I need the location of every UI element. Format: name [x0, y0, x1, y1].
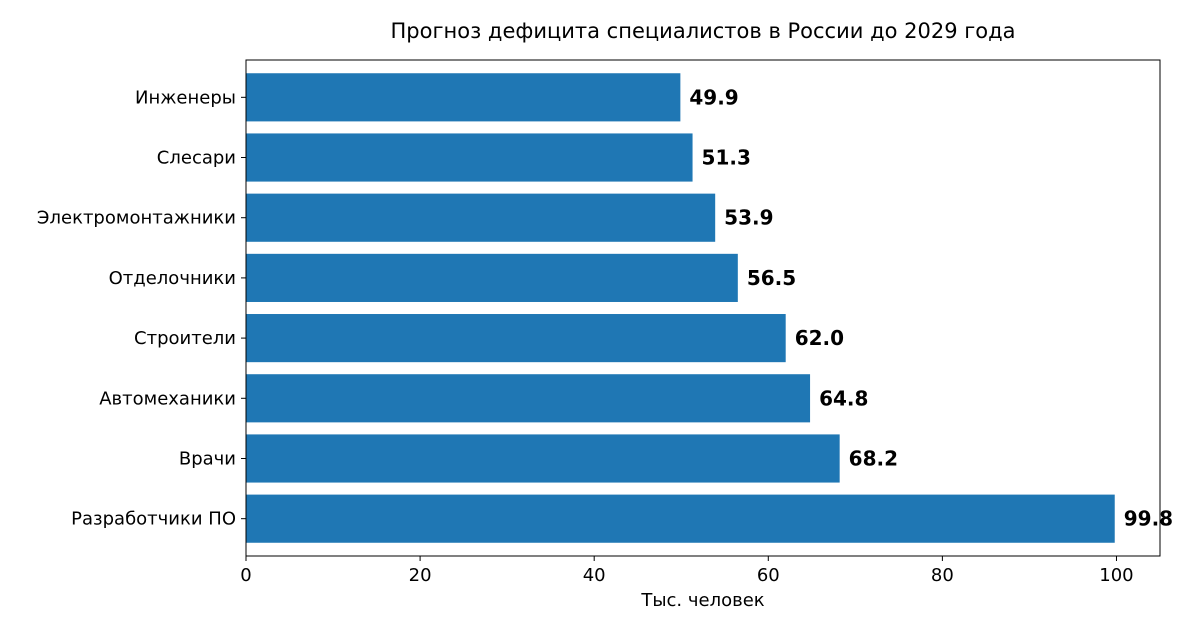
x-axis-label: Тыс. человек [640, 590, 764, 611]
bar-1 [246, 494, 1115, 543]
x-tick-label: 100 [1099, 565, 1133, 586]
y-tick-label: Инженеры [135, 87, 236, 108]
labels-layer: 99.8 68.2 64.8 62.0 56.5 53.9 51.3 49.9 [689, 85, 1173, 530]
y-tick-label: Электромонтажники [37, 208, 236, 229]
data-label: 68.2 [849, 446, 898, 470]
y-tick-label: Врачи [179, 448, 236, 469]
y-tick-label: Слесари [157, 148, 236, 169]
y-tick-label: Разработчики ПО [71, 509, 236, 530]
x-tick-label: 40 [583, 565, 606, 586]
x-tick-label: 80 [931, 565, 954, 586]
data-label: 99.8 [1124, 507, 1173, 531]
data-label: 56.5 [747, 266, 796, 290]
x-tick-label: 0 [240, 565, 251, 586]
bar-3 [246, 374, 811, 423]
bar-4 [246, 314, 786, 363]
bar-8 [246, 73, 681, 122]
chart-title: Прогноз дефицита специалистов в России д… [391, 19, 1016, 43]
bar-2 [246, 434, 840, 483]
data-label: 53.9 [724, 206, 773, 230]
bar-5 [246, 253, 738, 302]
data-label: 64.8 [819, 386, 868, 410]
data-label: 51.3 [702, 146, 751, 170]
data-label: 49.9 [689, 85, 738, 109]
axes-layer: Разработчики ПО Врачи Автомеханики Строител… [37, 59, 1161, 586]
x-tick-label: 60 [757, 565, 780, 586]
y-tick-label: Автомеханики [99, 388, 236, 409]
x-tick-label: 20 [409, 565, 432, 586]
data-label: 62.0 [795, 326, 844, 350]
bars-layer [246, 73, 1115, 543]
bar-7 [246, 133, 693, 182]
y-tick-label: Отделочники [109, 268, 236, 289]
bar-6 [246, 193, 716, 242]
plot-frame [245, 59, 1161, 557]
y-tick-label: Строители [134, 328, 236, 349]
